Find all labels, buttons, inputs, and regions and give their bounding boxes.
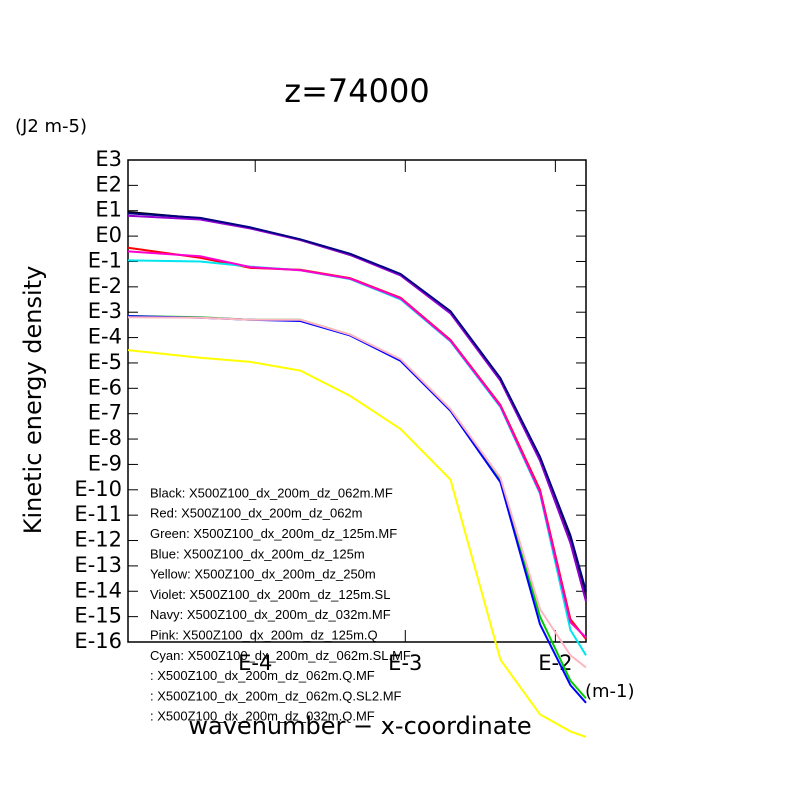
legend-entry: Red: X500Z100_dx_200m_dz_062m xyxy=(150,506,362,521)
series-line xyxy=(127,250,587,639)
legend-entry: Violet: X500Z100_dx_200m_dz_125m.SL xyxy=(150,587,390,602)
y-tick-label: E-8 xyxy=(88,426,122,450)
legend-entry: Black: X500Z100_dx_200m_dz_062m.MF xyxy=(150,485,393,500)
x-tick-label: E-3 xyxy=(388,651,422,675)
legend-entry: Green: X500Z100_dx_200m_dz_125m.MF xyxy=(150,526,397,541)
y-tick-label: E-4 xyxy=(88,325,122,349)
y-tick-label: E-9 xyxy=(88,451,122,475)
y-tick-label: E-14 xyxy=(74,578,122,602)
chart-title: z=74000 xyxy=(284,72,429,110)
legend-entry: Yellow: X500Z100_dx_200m_dz_250m xyxy=(150,567,376,582)
x-axis-label: wavenumber − x-coordinate xyxy=(188,712,531,740)
series-line xyxy=(127,214,587,602)
y-tick-label: E2 xyxy=(95,172,122,196)
y-tick-label: E-16 xyxy=(74,629,122,653)
y-tick-label: E-3 xyxy=(88,299,122,323)
legend-entry: : X500Z100_dx_200m_dz_062m.Q.MF xyxy=(150,668,375,683)
y-tick-label: E-10 xyxy=(74,477,122,501)
legend-entry: Pink: X500Z100_dx_200m_dz_125m.Q xyxy=(150,628,378,643)
y-tick-label: E-2 xyxy=(88,274,122,298)
y-tick-label: E3 xyxy=(95,147,122,171)
y-tick-label: E-5 xyxy=(88,350,122,374)
y-tick-label: E-7 xyxy=(88,401,122,425)
legend-entry: Blue: X500Z100_dx_200m_dz_125m xyxy=(150,546,365,561)
y-unit: (J2 m-5) xyxy=(15,116,87,137)
x-unit: (m-1) xyxy=(585,681,635,702)
y-tick-label: E0 xyxy=(95,223,122,247)
y-axis-label: Kinetic energy density xyxy=(19,266,47,535)
legend-entry: Cyan: X500Z100_dx_200m_dz_062m.SL.MF xyxy=(150,648,411,663)
y-tick-label: E-15 xyxy=(74,604,122,628)
plot-frame xyxy=(127,159,587,643)
series-line xyxy=(127,212,587,592)
y-tick-label: E-12 xyxy=(74,528,122,552)
legend-entry: : X500Z100_dx_200m_dz_062m.Q.SL2.MF xyxy=(150,688,402,703)
y-tick-label: E-6 xyxy=(88,375,122,399)
legend-entry: : X500Z100_dx_200m_dz_032m.Q.MF xyxy=(150,709,375,724)
y-tick-label: E-13 xyxy=(74,553,122,577)
y-tick-label: E1 xyxy=(95,198,122,222)
y-tick-label: E-11 xyxy=(74,502,122,526)
series-line xyxy=(127,316,587,669)
series-line xyxy=(127,349,587,738)
y-tick-label: E-1 xyxy=(88,248,122,272)
x-tick-label: E-4 xyxy=(238,651,272,675)
legend-entry: Navy: X500Z100_dx_200m_dz_032m.MF xyxy=(150,607,391,622)
